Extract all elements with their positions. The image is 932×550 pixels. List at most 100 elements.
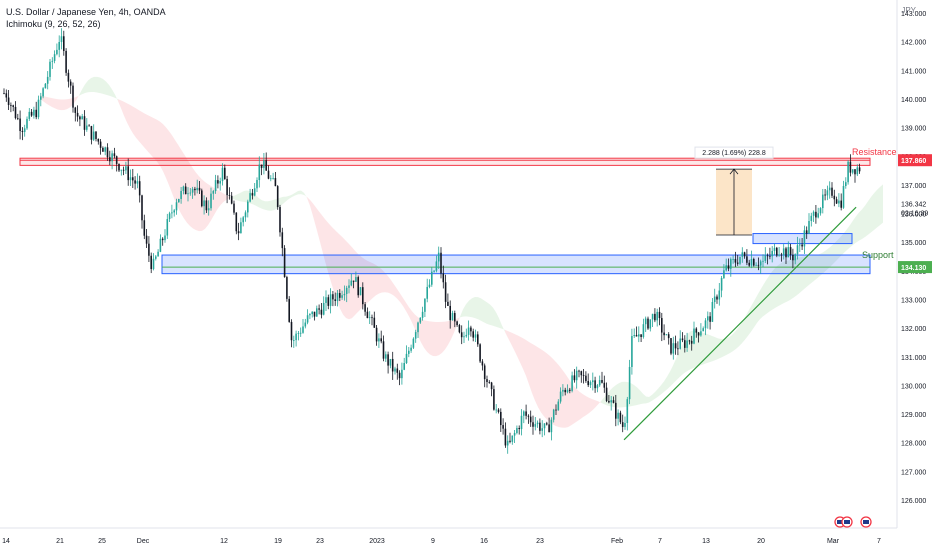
candle-body (619, 412, 622, 423)
x-tick-label: 13 (702, 538, 710, 545)
cloud-segment (139, 110, 142, 145)
candle-body (624, 423, 626, 427)
cloud-segment (160, 121, 163, 172)
indicator-label[interactable]: Ichimoku (9, 26, 52, 26) (6, 19, 101, 29)
cloud-segment (472, 297, 475, 319)
candle-body (122, 169, 125, 171)
cloud-segment (664, 376, 667, 392)
y-tick-label: 140.000 (901, 97, 926, 104)
cloud-segment (406, 302, 409, 317)
cloud-segment (550, 356, 553, 425)
cloud-segment (841, 232, 844, 256)
candle-body (49, 61, 51, 77)
cloud-segment (445, 321, 448, 350)
candle-body (785, 248, 787, 258)
cloud-segment (718, 338, 721, 359)
candle-body (339, 293, 341, 298)
candle-body (173, 210, 175, 213)
cloud-segment (307, 196, 310, 206)
cloud-segment (385, 272, 388, 293)
cloud-segment (466, 300, 469, 317)
candle-body (63, 36, 65, 51)
cloud-segment (673, 358, 676, 384)
candle-body (771, 250, 773, 257)
candle-body (741, 252, 744, 257)
cloud-segment (163, 124, 166, 178)
candle-body (759, 261, 762, 266)
candle-body (725, 265, 727, 271)
candle-body (500, 411, 502, 426)
candle-body (355, 277, 357, 282)
candle-body (129, 177, 132, 181)
cloud-segment (487, 302, 490, 325)
cloud-segment (682, 339, 685, 375)
candle-body (99, 141, 102, 148)
y-tick-label: 131.000 (901, 355, 926, 362)
cloud-segment (241, 190, 244, 202)
cloud-segment (808, 255, 811, 286)
cloud-segment (295, 191, 298, 196)
candle-body (184, 186, 187, 195)
cloud-segment (877, 187, 880, 228)
candle-body (249, 193, 251, 202)
cloud-segment (97, 76, 100, 94)
candle-body (226, 179, 228, 196)
price-axis: 126.000 127.000 128.000 129.000 130.000 131.0… (898, 11, 932, 505)
candle-body (562, 389, 564, 392)
candle-body (417, 322, 419, 333)
candle-body (81, 116, 83, 120)
cloud-segment (460, 309, 463, 318)
cloud-segment (667, 371, 670, 390)
cloud-segment (568, 377, 571, 428)
candle-body (148, 243, 150, 256)
candle-body (702, 328, 704, 332)
cloud-segment (799, 256, 802, 294)
cloud-segment (358, 253, 361, 312)
candle-body (256, 180, 258, 189)
cloud-segment (232, 195, 235, 200)
cloud-segment (319, 211, 322, 250)
candle-body (297, 333, 300, 335)
flag-icon (837, 520, 843, 524)
cloud-segment (772, 268, 775, 310)
candle-body (83, 116, 86, 130)
candle-body (504, 428, 507, 446)
cloud-segment (484, 300, 487, 324)
candle-body (387, 354, 389, 366)
cloud-segment (313, 203, 316, 227)
cloud-segment (706, 333, 709, 364)
cloud-segment (820, 252, 823, 276)
symbol-title[interactable]: U.S. Dollar / Japanese Yen, 4h, OANDA (6, 7, 166, 17)
candle-body (233, 203, 235, 213)
candle-body (143, 220, 146, 236)
flag-icon (863, 520, 869, 524)
cloud-segment (616, 383, 619, 408)
cloud-segment (859, 209, 862, 241)
candle-body (615, 402, 617, 419)
candle-body (736, 262, 739, 264)
candle-body (161, 238, 164, 241)
candle-body (854, 169, 856, 175)
cloud-segment (382, 269, 385, 293)
candle-body (251, 193, 254, 196)
candle-body (803, 230, 806, 247)
candle-body (366, 311, 369, 319)
candle-body (53, 54, 56, 61)
candle-body (506, 440, 509, 446)
y-tick-label: 137.000 (901, 183, 926, 190)
cloud-segment (697, 331, 700, 367)
candle-body (799, 244, 801, 246)
candle-body (28, 111, 31, 119)
cloud-segment (424, 320, 427, 352)
cloud-segment (547, 353, 550, 423)
candle-body (3, 93, 5, 94)
candle-body (569, 389, 571, 391)
candle-body (65, 50, 67, 73)
candle-body (713, 296, 716, 303)
cloud-segment (112, 89, 115, 98)
x-tick-label: 25 (98, 538, 106, 545)
candle-body (718, 290, 721, 300)
cloud-segment (451, 319, 454, 340)
candle-body (272, 178, 274, 179)
